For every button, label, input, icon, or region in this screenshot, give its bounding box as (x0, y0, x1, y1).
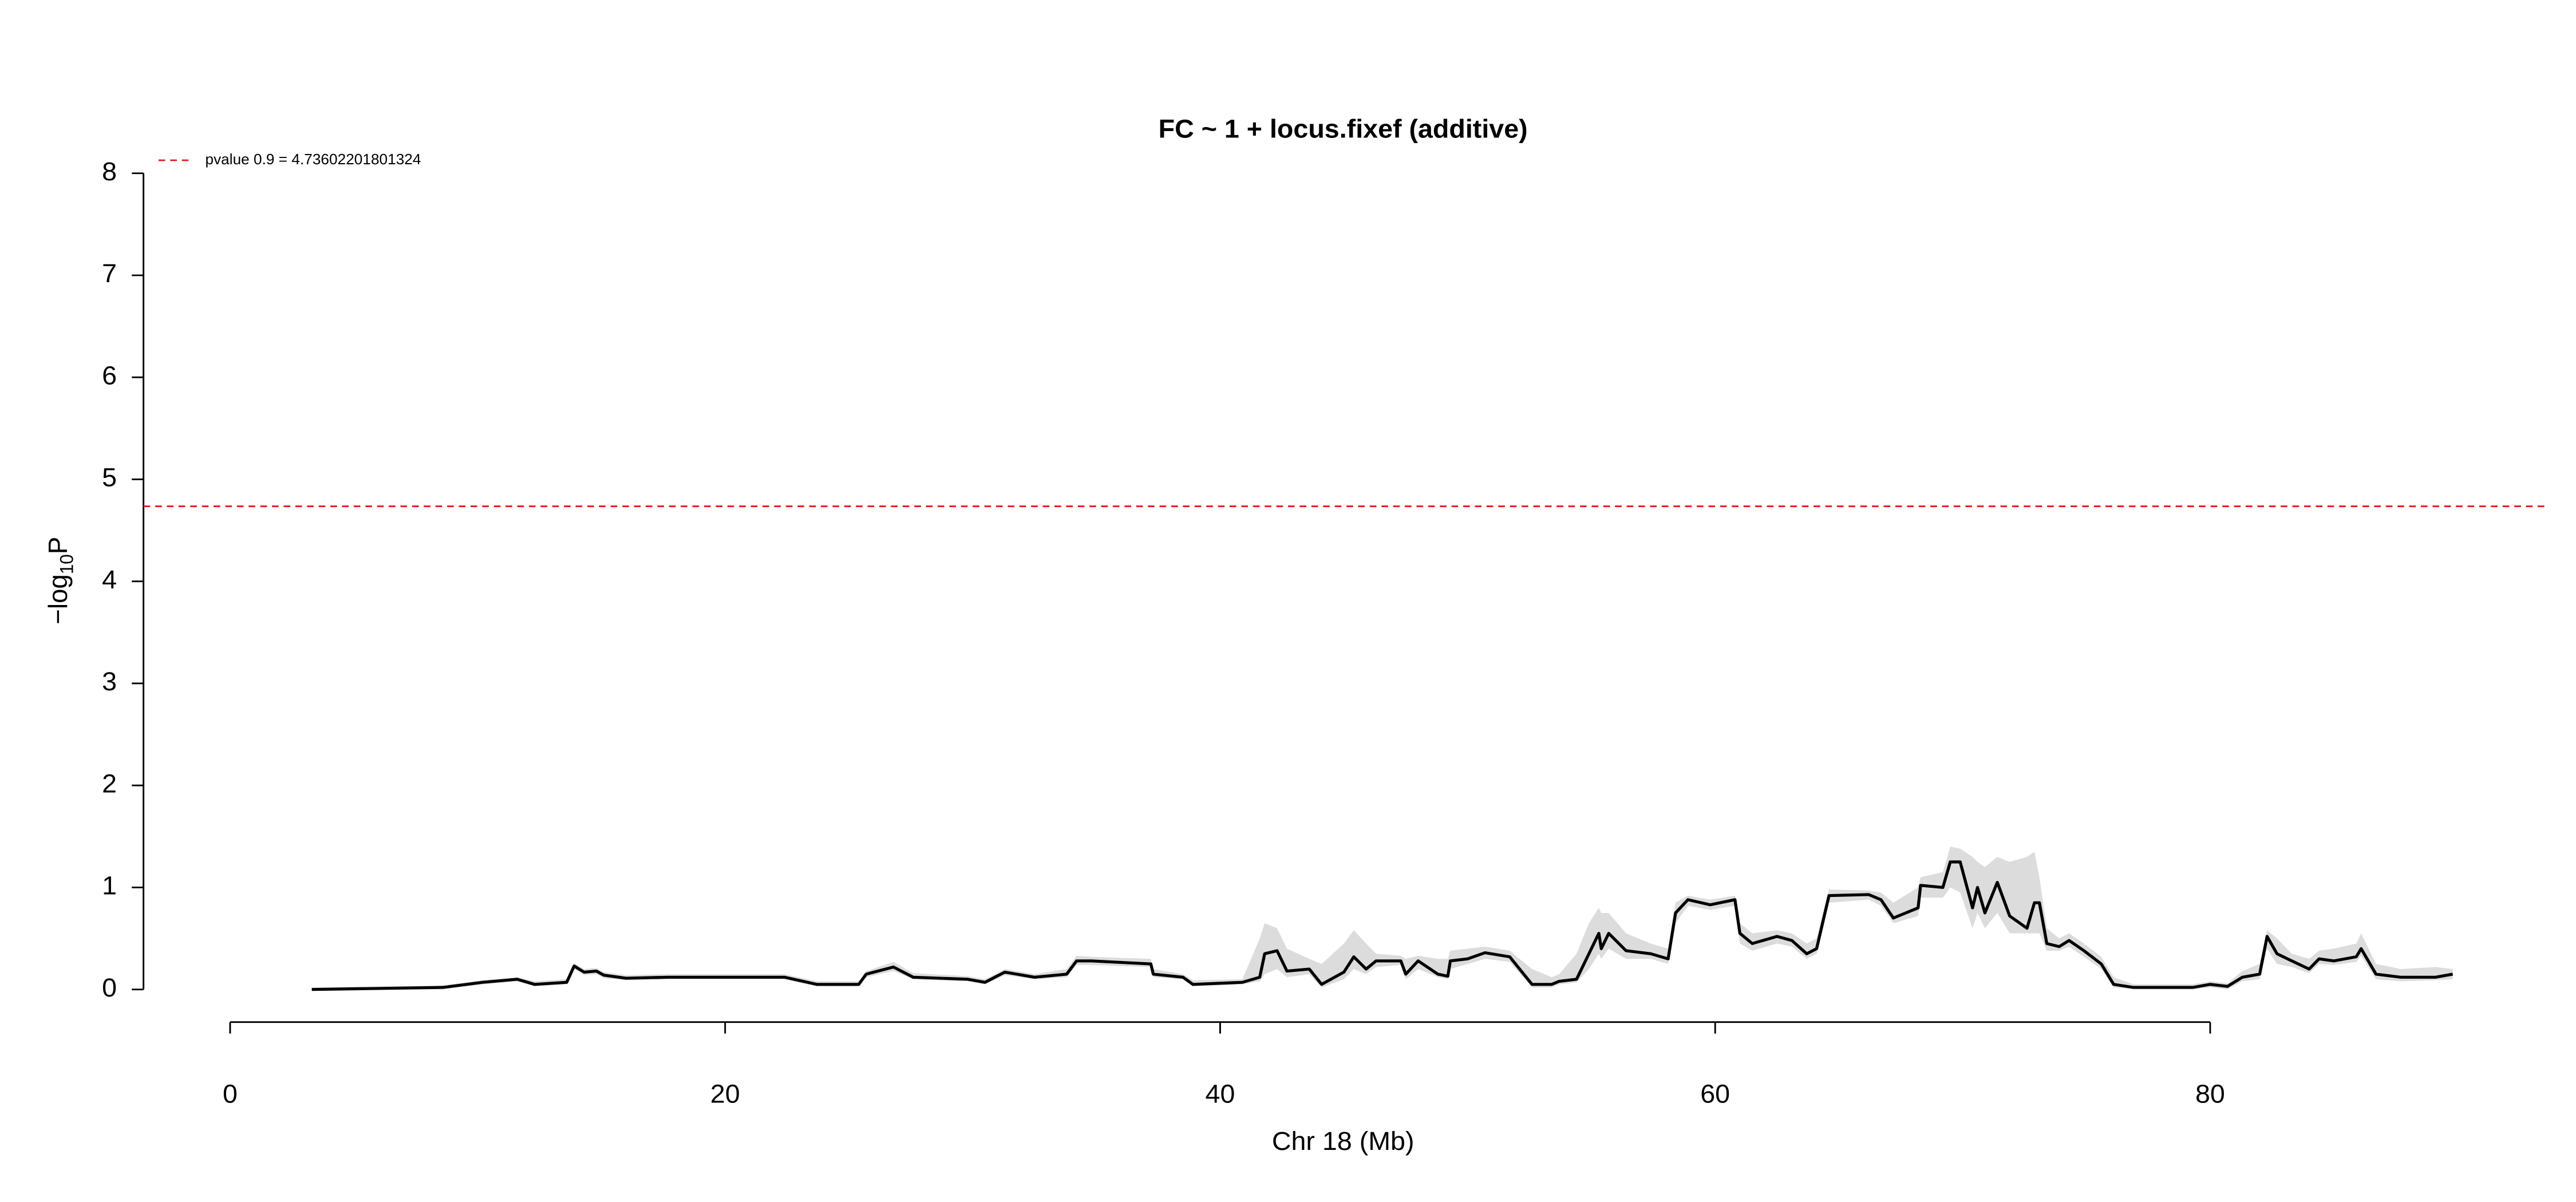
y-tick-label: 0 (102, 972, 117, 1002)
data-line (311, 860, 2453, 991)
y-tick-label: 3 (102, 666, 117, 695)
y-tick-label: 5 (102, 462, 117, 492)
y-tick-label: 2 (102, 769, 117, 798)
x-tick-label: 40 (1206, 1079, 1235, 1108)
y-label-sub: 10 (57, 554, 77, 574)
x-tick-label: 60 (1700, 1079, 1730, 1108)
y-label-tail: P (43, 537, 73, 554)
y-tick-label: 4 (102, 564, 117, 594)
confidence-band (311, 847, 2453, 990)
y-label-text: −log (43, 574, 73, 624)
y-tick-label: 1 (102, 871, 117, 900)
y-tick-label: 6 (102, 361, 117, 390)
chart-title: FC ~ 1 + locus.fixef (additive) (1159, 114, 1528, 143)
legend-label: pvalue 0.9 = 4.73602201801324 (205, 151, 421, 168)
y-axis-label: −log10P (43, 537, 77, 624)
x-tick-label: 20 (710, 1079, 740, 1108)
x-tick-label: 0 (223, 1079, 238, 1108)
y-tick-label: 7 (102, 258, 117, 287)
x-tick-label: 80 (2195, 1079, 2225, 1108)
y-tick-label: 8 (102, 156, 117, 185)
x-axis-label: Chr 18 (Mb) (1272, 1126, 1415, 1156)
